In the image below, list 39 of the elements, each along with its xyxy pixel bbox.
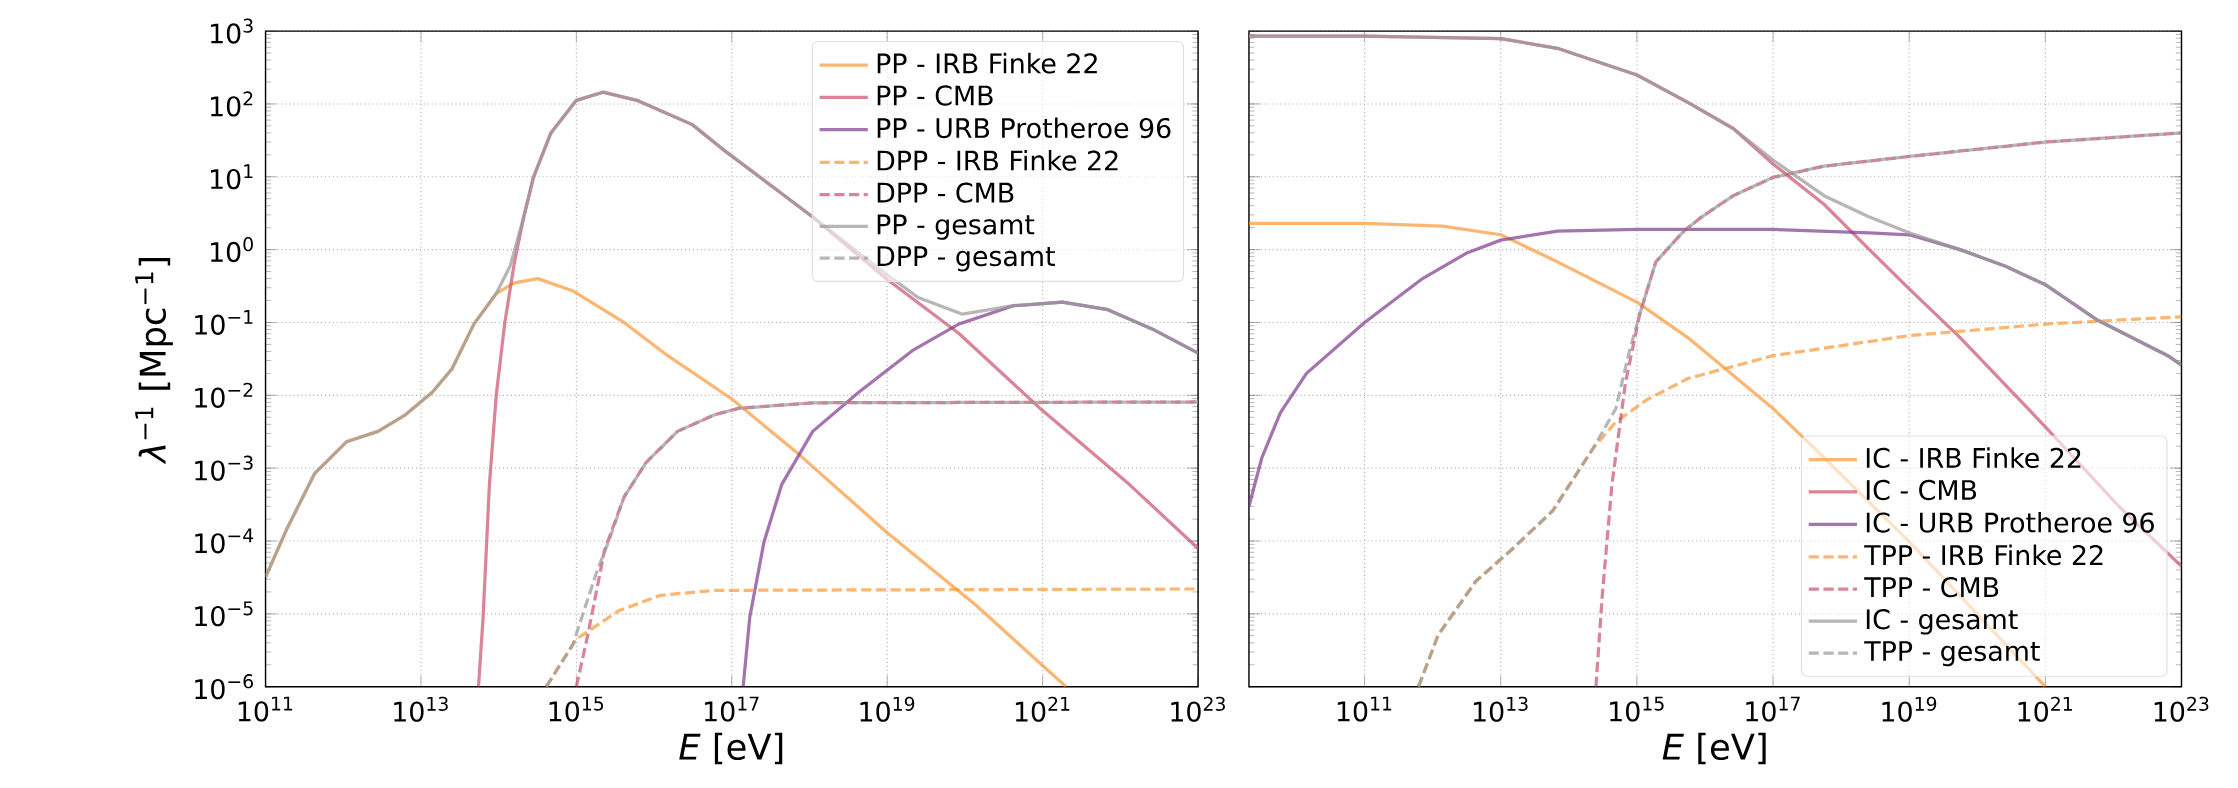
y-tick-label: 10$^{−4}$: [195, 528, 254, 554]
x-tick-label: 10$^{13}$: [394, 696, 448, 722]
legend-label: IC - CMB: [1866, 479, 1977, 500]
legend-label: PP - IRB Finke 22: [877, 52, 1097, 74]
x-tick-label: 10$^{23}$: [1171, 696, 1225, 722]
x-tick-label: 10$^{13}$: [1473, 696, 1528, 722]
legend-label: PP - gesamt: [877, 214, 1035, 240]
legend-label: IC - IRB Finke 22: [1866, 447, 2081, 468]
legend-label: DPP - CMB: [877, 182, 1014, 203]
x-tick-label: 10$^{15}$: [1610, 696, 1664, 722]
legend-label: IC - URB Protheroe 96: [1866, 511, 2154, 533]
y-tick-label: 10$^{−3}$: [195, 455, 253, 481]
y-tick-label: 10$^{2}$: [211, 91, 253, 117]
x-tick-label: 10$^{19}$: [1882, 696, 1937, 722]
x-tick-label: 10$^{23}$: [2154, 696, 2209, 722]
x-tick-label: 10$^{17}$: [1746, 696, 1800, 722]
x-tick-label: 10$^{15}$: [549, 696, 604, 722]
legend-label: TPP - IRB Finke 22: [1864, 544, 2103, 566]
x-axis-title: E [eV]: [1662, 732, 1766, 765]
legend-label: PP - CMB: [877, 85, 993, 106]
y-tick-label: 10$^{−1}$: [195, 309, 253, 335]
legend-label: DPP - gesamt: [877, 246, 1055, 272]
x-tick-label: 10$^{21}$: [2018, 696, 2072, 722]
legend-label: DPP - IRB Finke 22: [877, 149, 1118, 171]
legend-label: IC - gesamt: [1866, 608, 2018, 635]
y-tick-label: 10$^{0}$: [211, 236, 253, 263]
y-tick-label: 10$^{−2}$: [195, 382, 253, 408]
legend-label: TPP - CMB: [1864, 576, 1999, 598]
x-axis-title: E [eV]: [679, 732, 783, 765]
legend-label: TPP - gesamt: [1864, 640, 2040, 667]
y-tick-label: 10$^{1}$: [211, 164, 253, 190]
x-tick-label: 10$^{21}$: [1015, 696, 1070, 722]
legend-label: PP - URB Protheroe 96: [877, 117, 1171, 139]
y-axis-title: λ$^{−1}$ [Mpc$^{−1}$]: [135, 257, 173, 465]
x-tick-label: 10$^{17}$: [705, 696, 759, 722]
x-tick-label: 10$^{19}$: [860, 696, 915, 722]
y-tick-label: 10$^{3}$: [211, 18, 253, 44]
x-tick-label: 10$^{11}$: [1337, 696, 1392, 722]
y-tick-label: 10$^{−5}$: [195, 601, 253, 627]
